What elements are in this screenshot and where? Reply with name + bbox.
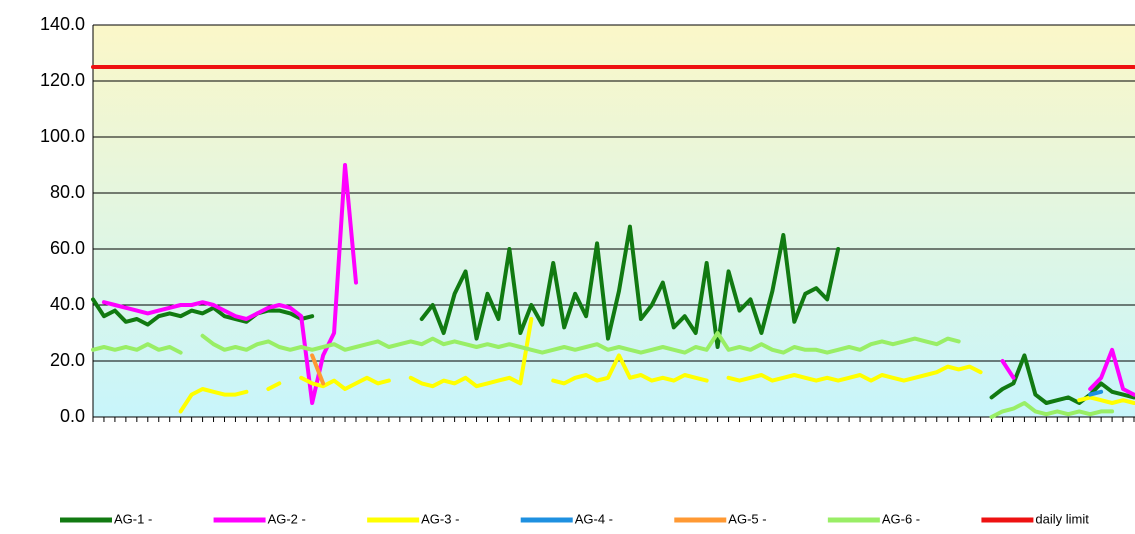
legend-label: AG-2 - (268, 511, 306, 526)
series-line (178, 317, 1135, 414)
series-line (1088, 389, 1104, 397)
y-tick-label: 60.0 (50, 238, 85, 258)
legend-label: AG-3 - (421, 511, 459, 526)
y-tick-label: 0.0 (60, 406, 85, 426)
legend-label: AG-4 - (575, 511, 613, 526)
legend-label: AG-1 - (114, 511, 152, 526)
series-line (91, 331, 1115, 419)
y-tick-label: 100.0 (40, 126, 85, 146)
y-tick-label: 40.0 (50, 294, 85, 314)
legend-label: AG-6 - (882, 511, 920, 526)
plot-area (93, 25, 1135, 417)
y-tick-label: 120.0 (40, 70, 85, 90)
y-tick-label: 140.0 (40, 14, 85, 34)
legend-label: daily limit (1035, 511, 1089, 526)
series-line (101, 163, 1135, 405)
series-line (310, 353, 326, 386)
legend-label: AG-5 - (728, 511, 766, 526)
y-tick-label: 80.0 (50, 182, 85, 202)
series-line (91, 224, 1135, 405)
y-tick-label: 20.0 (50, 350, 85, 370)
